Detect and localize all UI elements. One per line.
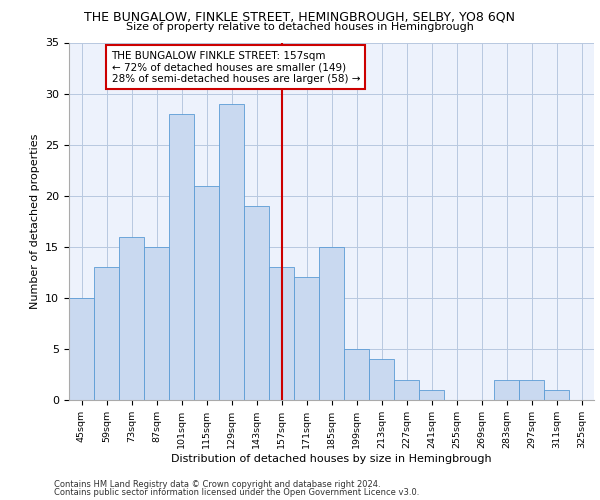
- Bar: [144, 247, 169, 400]
- Text: Contains HM Land Registry data © Crown copyright and database right 2024.: Contains HM Land Registry data © Crown c…: [54, 480, 380, 489]
- Bar: [344, 349, 369, 400]
- Bar: [369, 359, 394, 400]
- Bar: [544, 390, 569, 400]
- Bar: [94, 267, 119, 400]
- Bar: [119, 236, 144, 400]
- Bar: [519, 380, 544, 400]
- Bar: [294, 278, 319, 400]
- Bar: [319, 247, 344, 400]
- Text: Contains public sector information licensed under the Open Government Licence v3: Contains public sector information licen…: [54, 488, 419, 497]
- Bar: [244, 206, 269, 400]
- Text: THE BUNGALOW, FINKLE STREET, HEMINGBROUGH, SELBY, YO8 6QN: THE BUNGALOW, FINKLE STREET, HEMINGBROUG…: [85, 11, 515, 24]
- Text: THE BUNGALOW FINKLE STREET: 157sqm
← 72% of detached houses are smaller (149)
28: THE BUNGALOW FINKLE STREET: 157sqm ← 72%…: [112, 50, 360, 84]
- Bar: [419, 390, 444, 400]
- Bar: [169, 114, 194, 400]
- Bar: [494, 380, 519, 400]
- X-axis label: Distribution of detached houses by size in Hemingbrough: Distribution of detached houses by size …: [171, 454, 492, 464]
- Bar: [194, 186, 219, 400]
- Bar: [219, 104, 244, 400]
- Bar: [394, 380, 419, 400]
- Y-axis label: Number of detached properties: Number of detached properties: [29, 134, 40, 309]
- Bar: [69, 298, 94, 400]
- Bar: [269, 267, 294, 400]
- Text: Size of property relative to detached houses in Hemingbrough: Size of property relative to detached ho…: [126, 22, 474, 32]
